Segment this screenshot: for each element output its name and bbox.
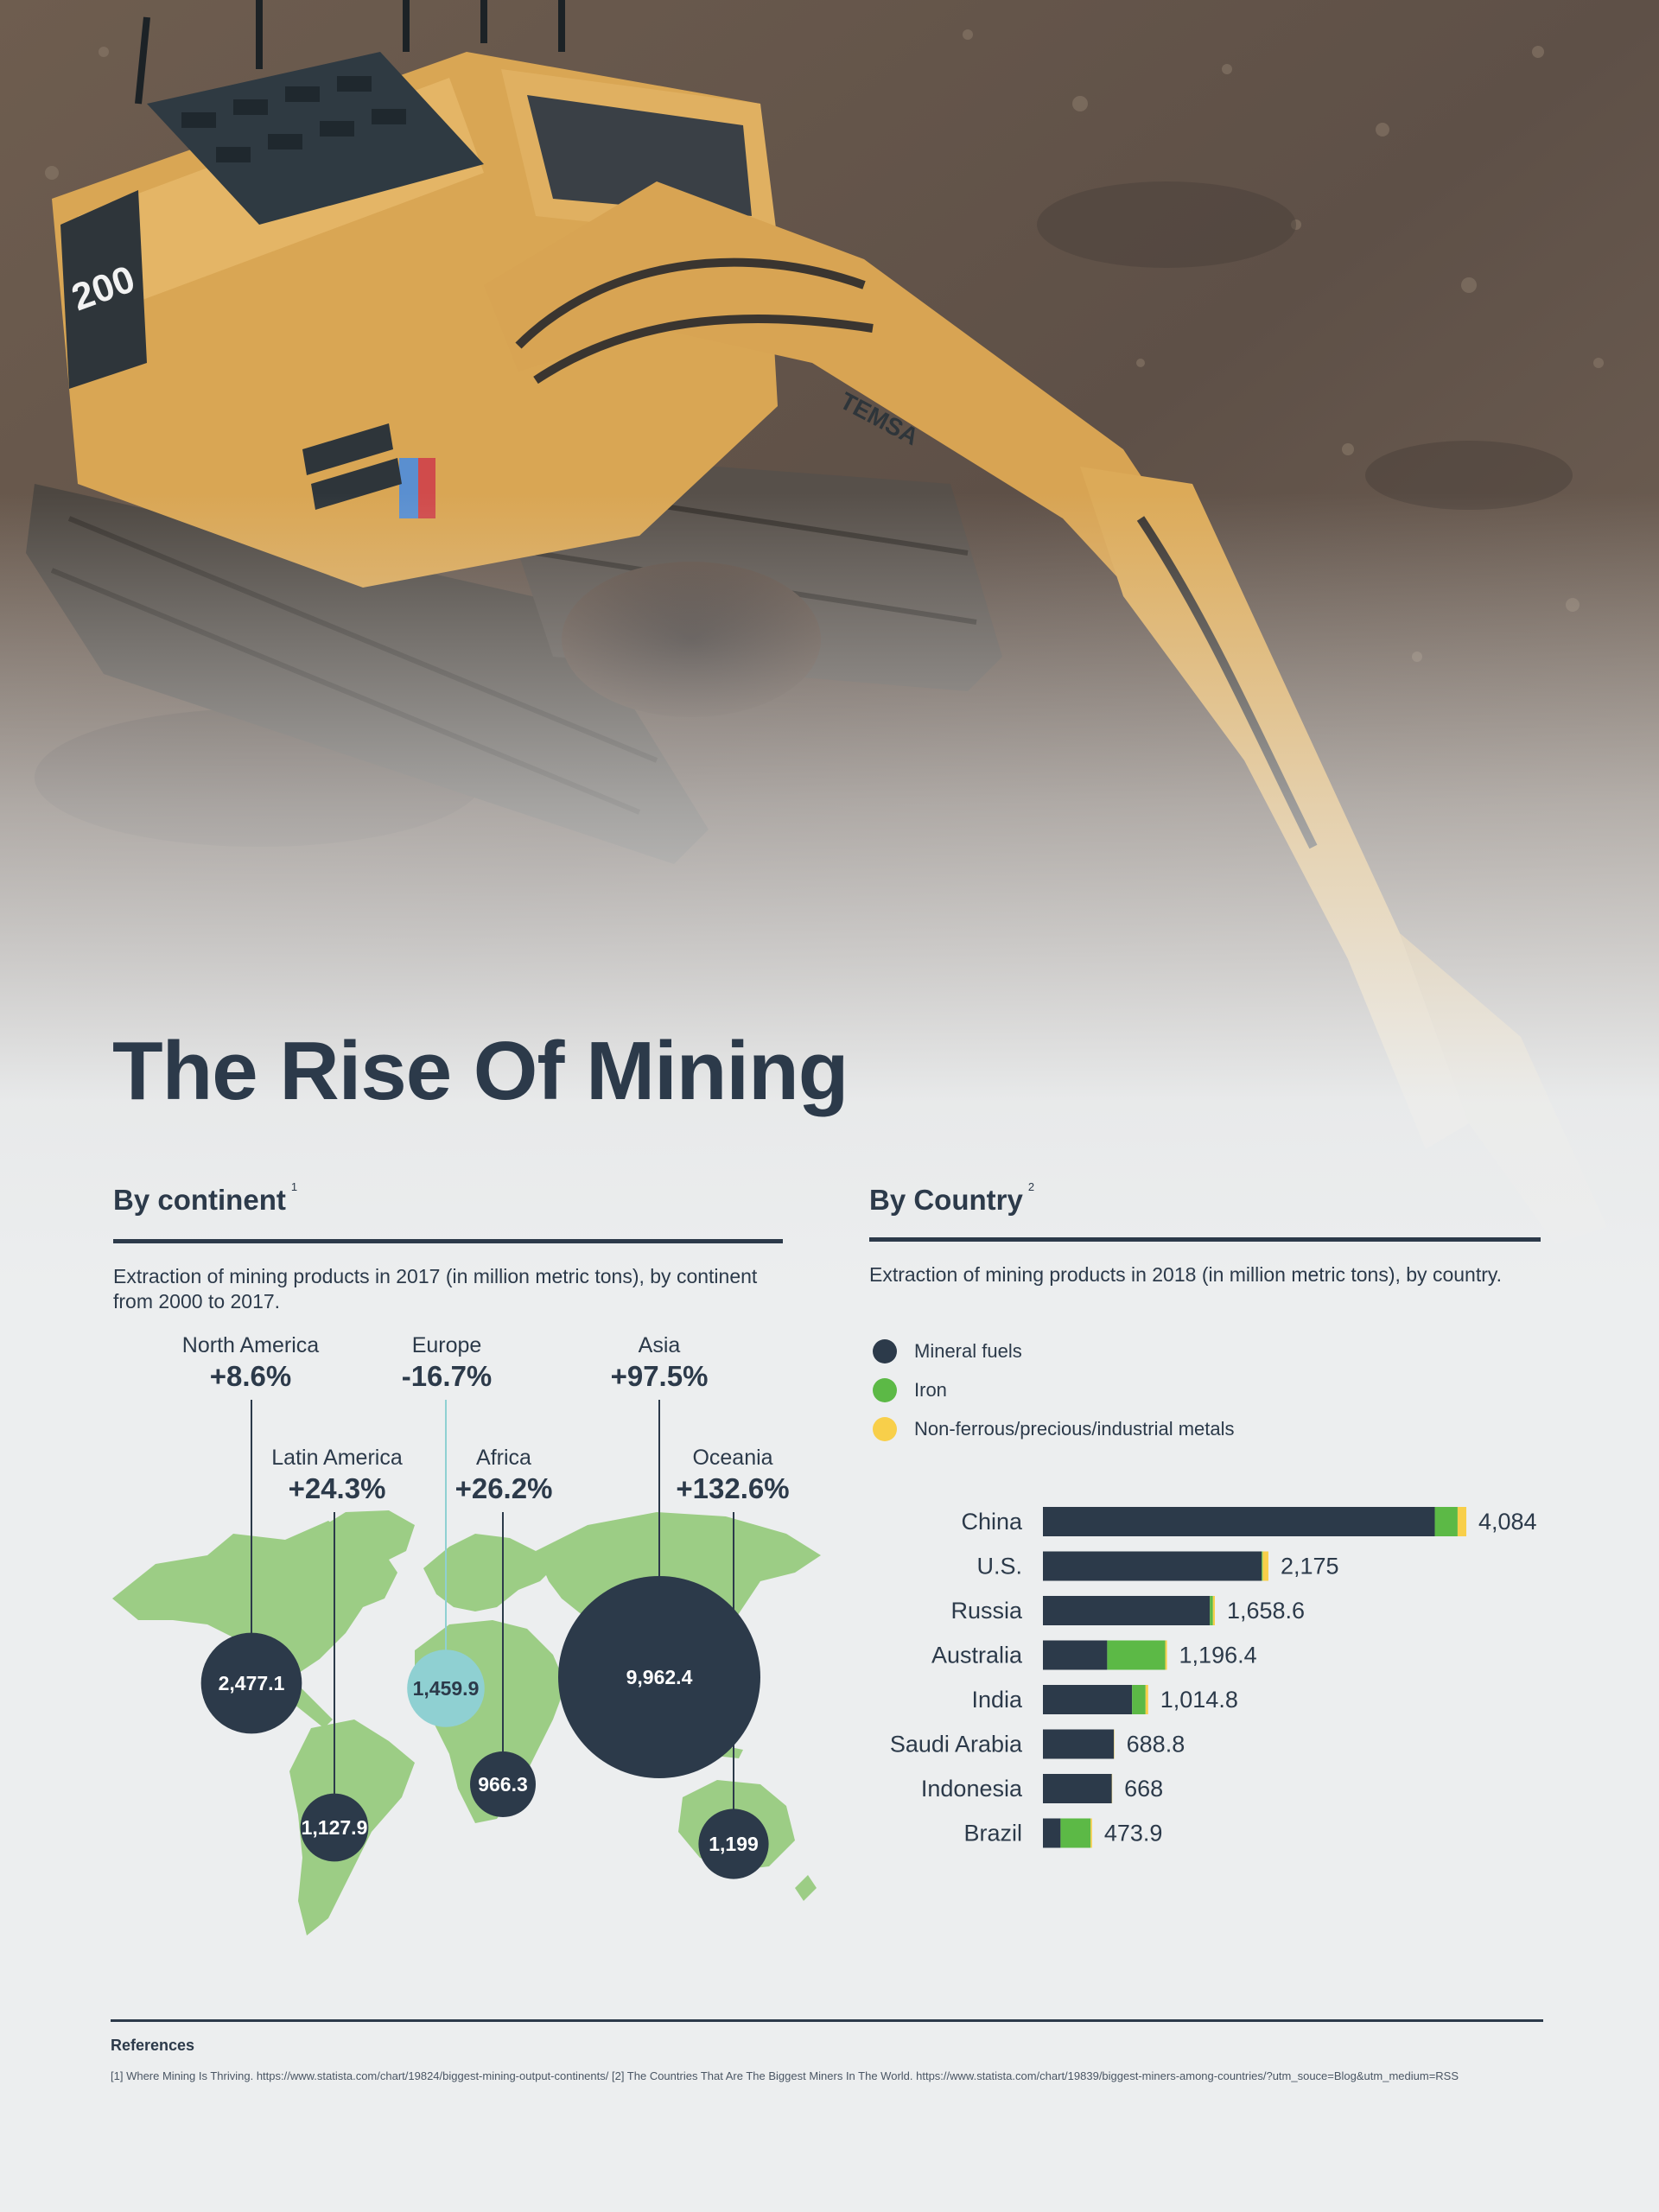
continent-divider	[113, 1239, 783, 1243]
references-text: [1] Where Mining Is Thriving. https://ww…	[111, 2069, 1459, 2082]
bubble-value-label: 1,127.9	[302, 1816, 368, 1839]
bar-total-label: 473.9	[1104, 1821, 1163, 1847]
region-label-europe: Europe -16.7%	[352, 1333, 542, 1393]
country-label: U.S.	[976, 1554, 1022, 1580]
region-name: North America	[181, 1333, 320, 1357]
bubble-value-label: 1,459.9	[413, 1677, 480, 1700]
continent-section-heading: By continent 1	[113, 1180, 297, 1217]
continent-heading-text: By continent	[113, 1184, 286, 1216]
country-ref-marker: 2	[1027, 1180, 1035, 1193]
legend-dot-green	[873, 1378, 897, 1402]
bar-segment	[1457, 1507, 1466, 1536]
region-change: +97.5%	[610, 1360, 709, 1392]
region-label-oceania: Oceania +132.6%	[638, 1446, 828, 1505]
continent-description: Extraction of mining products in 2017 (i…	[113, 1265, 758, 1313]
continent-ref-marker: 1	[290, 1180, 298, 1193]
page-title: The Rise Of Mining	[112, 1025, 849, 1117]
bar-segment	[1210, 1596, 1213, 1625]
bar-segment	[1165, 1640, 1167, 1670]
bar-segment	[1132, 1685, 1146, 1714]
bar-total-label: 2,175	[1281, 1554, 1339, 1580]
country-divider	[869, 1237, 1541, 1242]
bar-segment	[1043, 1596, 1211, 1625]
country-label: Russia	[950, 1598, 1023, 1624]
region-name: Latin America	[271, 1446, 403, 1470]
country-section-heading: By Country 2	[869, 1180, 1034, 1217]
legend-item-mineral-fuels: Mineral fuels	[873, 1339, 1235, 1363]
references-heading: References	[111, 2037, 195, 2054]
bar-segment	[1145, 1685, 1148, 1714]
legend-dot-yellow	[873, 1417, 897, 1441]
region-label-latin-america: Latin America +24.3%	[242, 1446, 432, 1505]
country-label: Brazil	[963, 1821, 1022, 1847]
bubble	[470, 1751, 536, 1817]
bar-segment	[1043, 1774, 1112, 1803]
hero-excavator-image: 200 TEMSA	[0, 0, 1659, 1296]
bubble-value-label: 9,962.4	[626, 1666, 693, 1688]
region-name: Africa	[476, 1446, 531, 1470]
continent-bubble-map: 2,477.1 1,459.9 9,962.4 1,127.9 966.3 1,199	[112, 1400, 821, 1936]
country-heading-text: By Country	[869, 1184, 1023, 1216]
region-name: Europe	[411, 1333, 482, 1357]
bar-segment	[1262, 1551, 1268, 1581]
bar-segment	[1090, 1818, 1092, 1848]
bar-total-label: 4,084	[1478, 1509, 1537, 1535]
legend-label: Non-ferrous/precious/industrial metals	[914, 1418, 1235, 1440]
bar-segment	[1434, 1507, 1458, 1536]
bar-segment	[1043, 1685, 1133, 1714]
bubble	[698, 1808, 769, 1879]
country-description: Extraction of mining products in 2018 (i…	[869, 1263, 1503, 1286]
bar-segment	[1043, 1729, 1115, 1759]
bar-layer: China 4,084 U.S. 2,175 Russia 1,658.6 Australi…	[890, 1507, 1537, 1848]
bubble	[407, 1649, 485, 1727]
region-name: Oceania	[692, 1446, 773, 1470]
bar-total-label: 1,196.4	[1179, 1643, 1257, 1669]
region-change: +8.6%	[209, 1360, 292, 1392]
legend-item-metals: Non-ferrous/precious/industrial metals	[873, 1417, 1235, 1441]
bar-segment	[1043, 1507, 1435, 1536]
region-change: +24.3%	[288, 1472, 386, 1504]
bubble	[200, 1632, 302, 1734]
bubble	[300, 1793, 369, 1862]
country-legend: Mineral fuels Iron Non-ferrous/precious/…	[873, 1339, 1235, 1441]
bar-total-label: 1,658.6	[1227, 1598, 1305, 1624]
bubble-value-label: 2,477.1	[219, 1672, 285, 1694]
country-label: Indonesia	[921, 1776, 1023, 1802]
country-label: Saudi Arabia	[890, 1732, 1023, 1758]
region-label-africa: Africa +26.2%	[409, 1446, 599, 1505]
region-label-north-america: North America +8.6%	[156, 1333, 346, 1393]
bar-segment	[1043, 1640, 1108, 1670]
bar-total-label: 1,014.8	[1160, 1687, 1238, 1713]
bar-segment	[1043, 1818, 1061, 1848]
bubble-layer: 2,477.1 1,459.9 9,962.4 1,127.9 966.3 1,199	[200, 1576, 769, 1879]
bar-segment	[1043, 1551, 1262, 1581]
region-change: +132.6%	[676, 1472, 790, 1504]
legend-dot-dark	[873, 1339, 897, 1363]
legend-label: Iron	[914, 1379, 947, 1401]
bar-segment	[1212, 1596, 1215, 1625]
region-change: -16.7%	[401, 1360, 493, 1392]
legend-label: Mineral fuels	[914, 1340, 1022, 1362]
bar-total-label: 668	[1124, 1776, 1163, 1802]
country-bar-chart: China 4,084 U.S. 2,175 Russia 1,658.6 Australi…	[890, 1507, 1537, 1848]
country-label: China	[961, 1509, 1023, 1535]
references-divider	[111, 2019, 1543, 2022]
bubble	[558, 1576, 760, 1778]
legend-item-iron: Iron	[873, 1378, 1235, 1402]
country-label: India	[971, 1687, 1023, 1713]
region-label-asia: Asia +97.5%	[564, 1333, 754, 1393]
bar-segment	[1060, 1818, 1091, 1848]
bubble-value-label: 1,199	[709, 1833, 759, 1855]
bar-segment	[1107, 1640, 1166, 1670]
country-label: Australia	[931, 1643, 1023, 1669]
region-change: +26.2%	[454, 1472, 553, 1504]
bar-total-label: 688.8	[1127, 1732, 1185, 1758]
region-name: Asia	[638, 1333, 681, 1357]
bubble-value-label: 966.3	[478, 1773, 528, 1796]
